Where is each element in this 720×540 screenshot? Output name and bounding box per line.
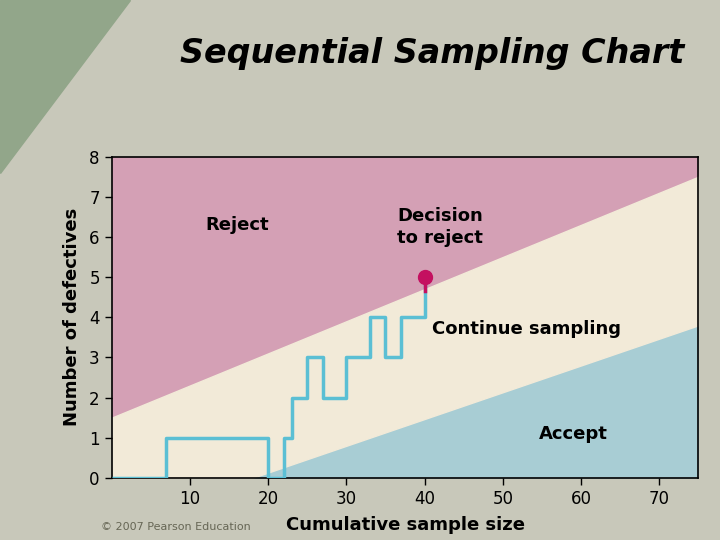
- Polygon shape: [0, 0, 130, 173]
- Text: Decision
to reject: Decision to reject: [397, 207, 483, 247]
- Text: Sequential Sampling Chart: Sequential Sampling Chart: [180, 37, 684, 71]
- Text: Accept: Accept: [539, 425, 608, 443]
- Text: Continue sampling: Continue sampling: [432, 320, 621, 338]
- Y-axis label: Number of defectives: Number of defectives: [63, 208, 81, 427]
- Text: © 2007 Pearson Education: © 2007 Pearson Education: [101, 522, 251, 532]
- Text: Reject: Reject: [205, 216, 269, 234]
- X-axis label: Cumulative sample size: Cumulative sample size: [286, 516, 524, 534]
